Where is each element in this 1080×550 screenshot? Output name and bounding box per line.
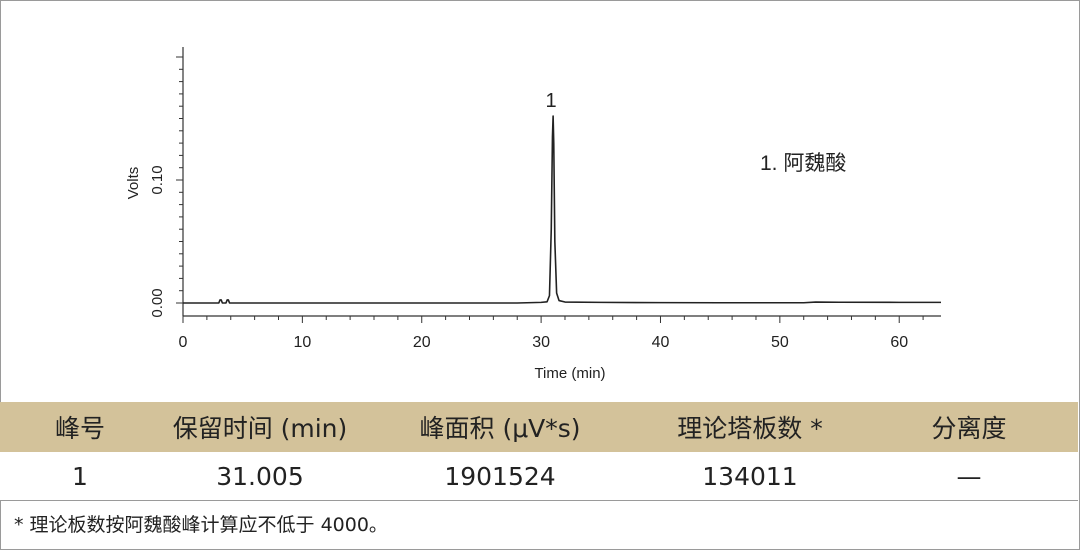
footnote: * 理论板数按阿魏酸峰计算应不低于 4000。 bbox=[14, 514, 388, 536]
cell-peak-number: 1 bbox=[72, 461, 88, 491]
chromatogram-chart: 0.00 0.10 Volts 0 10 20 30 40 50 60 Time (min) 1 1. … bbox=[125, 47, 941, 382]
cell-theoretical-plates: 134011 bbox=[702, 461, 798, 491]
x-tick-label: 20 bbox=[413, 334, 431, 351]
chromatogram-trace bbox=[183, 115, 941, 304]
x-tick-label: 30 bbox=[532, 334, 550, 351]
x-tick-label: 40 bbox=[652, 334, 670, 351]
cell-retention-time: 31.005 bbox=[216, 461, 304, 491]
header-retention-time: 保留时间 (min) bbox=[172, 414, 348, 443]
table-header-row: 峰号 保留时间 (min) 峰面积 (μV*s) 理论塔板数 * 分离度 bbox=[0, 402, 1078, 452]
chromatogram-svg: 0.00 0.10 Volts 0 10 20 30 40 50 60 Time (min) 1 1. … bbox=[125, 47, 941, 382]
x-tick-label: 50 bbox=[771, 334, 789, 351]
header-peak-area: 峰面积 (μV*s) bbox=[419, 414, 581, 443]
table-row: 1 31.005 1901524 134011 — bbox=[0, 452, 1078, 501]
cell-resolution: — bbox=[956, 461, 982, 491]
peak-label: 1 bbox=[546, 90, 557, 112]
y-tick-label: 0.10 bbox=[149, 165, 166, 194]
cell-peak-area: 1901524 bbox=[444, 461, 556, 491]
peak-table: 峰号 保留时间 (min) 峰面积 (μV*s) 理论塔板数 * 分离度 1 3… bbox=[0, 402, 1078, 501]
y-tick-label: 0.00 bbox=[149, 288, 166, 317]
header-resolution: 分离度 bbox=[931, 414, 1007, 443]
legend-text: 1. 阿魏酸 bbox=[760, 152, 846, 175]
x-tick-label: 10 bbox=[293, 334, 311, 351]
x-axis-label: Time (min) bbox=[534, 365, 605, 382]
header-peak-number: 峰号 bbox=[54, 414, 105, 443]
y-axis-label: Volts bbox=[125, 167, 142, 200]
header-theoretical-plates: 理论塔板数 * bbox=[677, 414, 823, 443]
x-tick-label: 0 bbox=[179, 334, 188, 351]
x-tick-label: 60 bbox=[890, 334, 908, 351]
